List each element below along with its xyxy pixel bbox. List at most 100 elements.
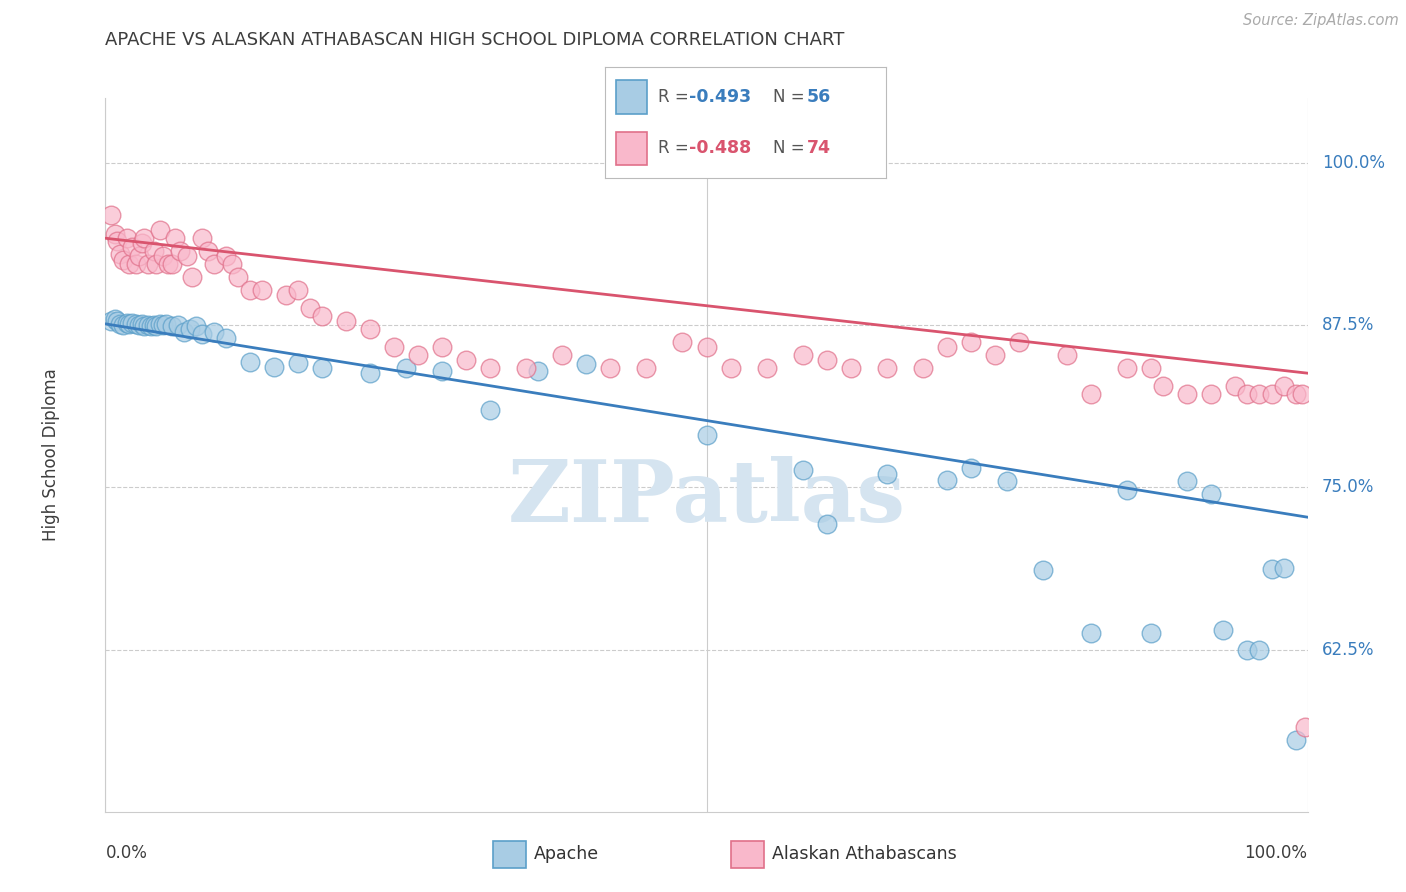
- Point: [239, 354, 262, 368]
- Point: [214, 249, 236, 263]
- Point: [1080, 387, 1102, 401]
- Point: [1249, 642, 1271, 657]
- Bar: [494, 841, 526, 868]
- Text: 0.0%: 0.0%: [105, 844, 148, 862]
- Point: [108, 317, 131, 331]
- Text: Apache: Apache: [534, 845, 599, 863]
- Point: [145, 257, 167, 271]
- Text: 100.0%: 100.0%: [1322, 154, 1385, 172]
- Point: [202, 325, 225, 339]
- Point: [100, 208, 122, 222]
- Text: APACHE VS ALASKAN ATHABASCAN HIGH SCHOOL DIPLOMA CORRELATION CHART: APACHE VS ALASKAN ATHABASCAN HIGH SCHOOL…: [105, 31, 845, 49]
- Point: [128, 249, 150, 263]
- Point: [335, 314, 357, 328]
- Point: [454, 353, 477, 368]
- Point: [112, 253, 135, 268]
- Point: [112, 318, 135, 333]
- Point: [274, 288, 297, 302]
- Point: [359, 322, 381, 336]
- Point: [936, 340, 959, 354]
- Bar: [616, 80, 647, 114]
- Point: [936, 473, 959, 487]
- Point: [1236, 642, 1258, 657]
- Point: [148, 317, 170, 331]
- Point: [250, 283, 273, 297]
- Point: [960, 334, 983, 349]
- Point: [430, 340, 453, 354]
- Point: [190, 231, 212, 245]
- Point: [1008, 334, 1031, 349]
- Point: [1260, 387, 1282, 401]
- Bar: [731, 841, 763, 868]
- Point: [152, 249, 174, 263]
- Point: [169, 244, 191, 259]
- Text: 74: 74: [807, 139, 831, 157]
- Point: [911, 361, 934, 376]
- Point: [190, 327, 212, 342]
- Point: [1140, 361, 1163, 376]
- Text: -0.493: -0.493: [689, 88, 751, 106]
- Text: R =: R =: [658, 139, 695, 157]
- Text: 100.0%: 100.0%: [1244, 844, 1308, 862]
- Point: [115, 316, 138, 330]
- Point: [1272, 379, 1295, 393]
- Point: [160, 319, 183, 334]
- Point: [1175, 474, 1198, 488]
- Point: [1260, 562, 1282, 576]
- Point: [1284, 733, 1306, 747]
- Text: 87.5%: 87.5%: [1322, 316, 1375, 334]
- Text: 62.5%: 62.5%: [1322, 640, 1375, 658]
- Point: [1201, 487, 1223, 501]
- Point: [298, 301, 321, 316]
- Point: [1225, 379, 1247, 393]
- Point: [104, 227, 127, 242]
- Point: [139, 319, 162, 334]
- Text: 75.0%: 75.0%: [1322, 478, 1375, 496]
- Point: [1291, 387, 1313, 401]
- Point: [815, 353, 838, 368]
- Point: [696, 340, 718, 354]
- Point: [239, 283, 262, 297]
- Point: [104, 311, 127, 326]
- Text: High School Diploma: High School Diploma: [42, 368, 60, 541]
- Point: [430, 363, 453, 377]
- Point: [599, 361, 621, 376]
- Point: [165, 231, 187, 245]
- Point: [155, 317, 177, 331]
- Point: [1212, 623, 1234, 637]
- Point: [960, 461, 983, 475]
- Point: [145, 319, 167, 334]
- Point: [551, 348, 574, 362]
- Point: [107, 314, 129, 328]
- Point: [696, 428, 718, 442]
- Text: ZIPatlas: ZIPatlas: [508, 456, 905, 540]
- Bar: [616, 131, 647, 165]
- Point: [1152, 379, 1174, 393]
- Point: [1175, 387, 1198, 401]
- Point: [876, 361, 898, 376]
- Point: [1284, 387, 1306, 401]
- Point: [131, 236, 153, 251]
- Point: [108, 247, 131, 261]
- Point: [156, 257, 179, 271]
- Point: [311, 309, 333, 323]
- Point: [263, 359, 285, 374]
- Point: [221, 257, 243, 271]
- Point: [179, 322, 201, 336]
- Point: [311, 361, 333, 376]
- Point: [527, 363, 550, 377]
- Point: [671, 334, 693, 349]
- Point: [148, 223, 170, 237]
- Point: [395, 361, 418, 376]
- Text: R =: R =: [658, 88, 695, 106]
- Point: [359, 366, 381, 380]
- Point: [287, 283, 309, 297]
- Point: [575, 357, 598, 371]
- Point: [755, 361, 778, 376]
- Point: [121, 240, 143, 254]
- Point: [1236, 387, 1258, 401]
- Point: [152, 318, 174, 333]
- Point: [720, 361, 742, 376]
- Point: [815, 516, 838, 531]
- Point: [107, 234, 129, 248]
